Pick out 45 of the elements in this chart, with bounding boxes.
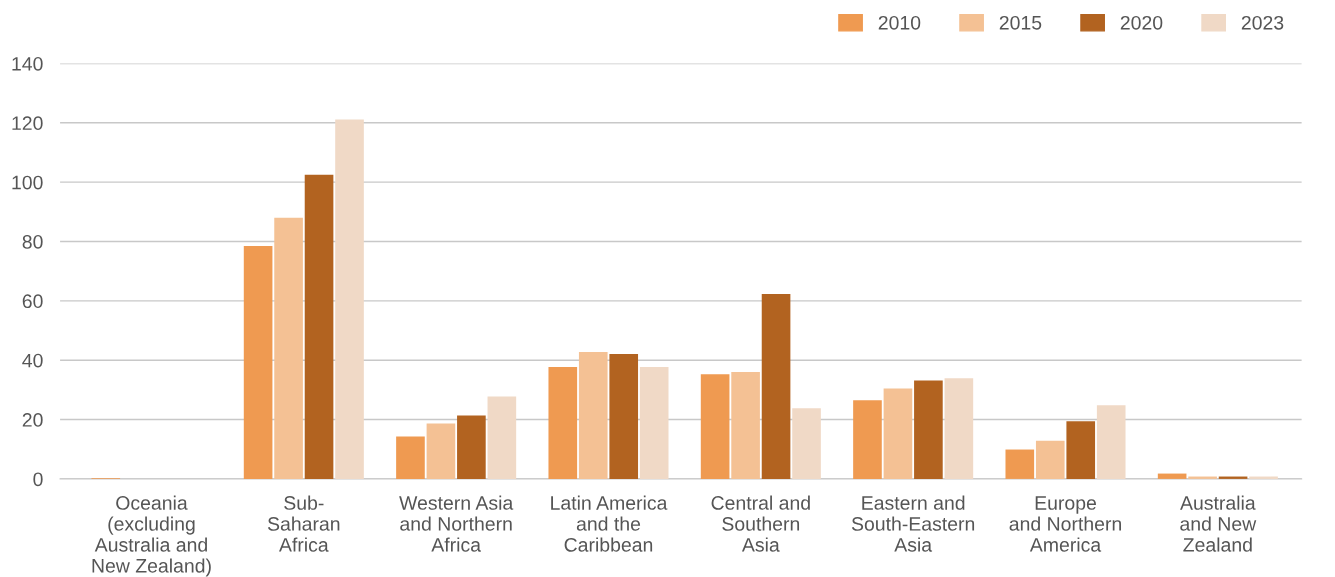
legend-label: 2020 xyxy=(1120,15,1163,30)
bar xyxy=(304,174,334,479)
bar xyxy=(761,294,791,479)
x-tick-label: Central and Southern Asia xyxy=(711,495,810,552)
bar xyxy=(548,367,578,479)
x-tick-label: Western Asia and Northern Africa xyxy=(399,495,514,552)
bar xyxy=(274,217,303,479)
bar xyxy=(1035,440,1065,479)
y-tick-label: 80 xyxy=(22,234,43,249)
bar xyxy=(426,423,456,479)
bar xyxy=(1096,405,1126,479)
bar xyxy=(700,374,730,479)
x-tick-label: Europe and Northern America xyxy=(1009,496,1121,552)
y-tick-label: 100 xyxy=(12,175,43,190)
legend-label: 2015 xyxy=(999,15,1042,30)
y-tick-label: 120 xyxy=(12,116,43,131)
legend-label: 2010 xyxy=(878,15,921,30)
bar xyxy=(457,415,486,479)
bar xyxy=(243,245,273,479)
legend-label: 2023 xyxy=(1241,15,1284,30)
bar xyxy=(335,119,364,479)
x-tick-label: Eastern and South-Eastern Asia xyxy=(851,495,975,552)
y-tick-label: 0 xyxy=(33,472,43,487)
x-tick-label: Oceania (excluding Australia and New Zealand) xyxy=(92,495,211,577)
bar xyxy=(792,408,821,479)
bar xyxy=(731,372,760,479)
bar xyxy=(1066,421,1096,479)
x-tick-label: Latin America and the Caribbean xyxy=(551,495,668,552)
bar xyxy=(883,388,913,479)
x-tick-label: Sub- Saharan Africa xyxy=(267,495,340,552)
x-tick-label: Australia and New Zealand xyxy=(1180,495,1257,552)
bar xyxy=(609,353,639,479)
bar xyxy=(944,378,974,479)
bar xyxy=(1157,473,1187,479)
y-tick-label: 40 xyxy=(22,353,43,368)
y-tick-label: 140 xyxy=(12,56,43,71)
bar xyxy=(396,436,425,479)
bar xyxy=(578,351,608,479)
y-tick-label: 60 xyxy=(22,294,43,309)
bar xyxy=(1005,449,1035,479)
bar xyxy=(487,396,517,479)
bar xyxy=(853,400,882,479)
y-tick-label: 20 xyxy=(22,413,43,427)
bar xyxy=(639,367,669,479)
bar xyxy=(914,380,943,479)
